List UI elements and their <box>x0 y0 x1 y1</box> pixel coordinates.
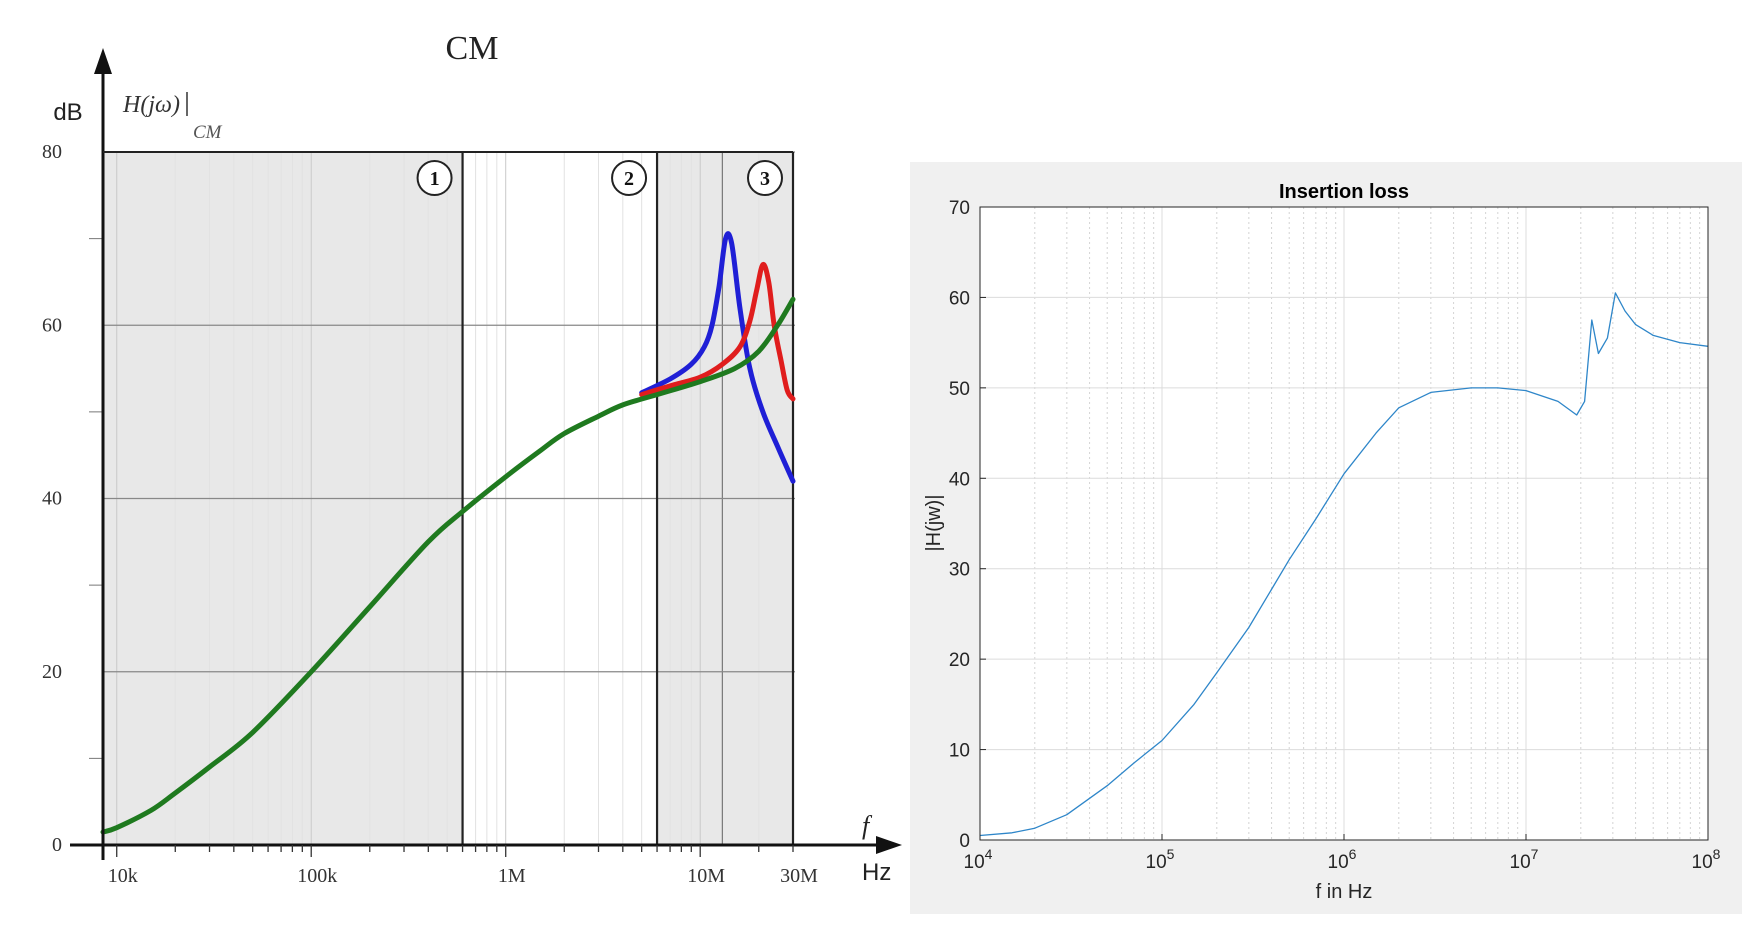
x-tick-label: 30M <box>780 865 818 887</box>
x-axis-label: f <box>862 811 873 840</box>
y-tick-label: 40 <box>42 488 62 510</box>
y-tick-label: 60 <box>42 314 62 336</box>
x-tick-label: 10k <box>108 865 138 887</box>
x-tick-label: 104 <box>964 846 993 873</box>
region-boundaries <box>461 152 795 845</box>
y-axis-arrow <box>94 48 112 74</box>
x-tick-label-base: 10 <box>1692 852 1713 873</box>
series-line-0 <box>979 292 1709 837</box>
x-tick-label: 106 <box>1328 846 1357 873</box>
y-tick-label: 50 <box>949 379 970 400</box>
cm-chart: 0 20 40 60 80 10k 100k 1M 10M 30M 1 2 3 CM dB H(jω)… <box>42 30 902 887</box>
region-2-marker <box>611 160 648 196</box>
x-tick-label-exponent: 6 <box>1349 846 1357 862</box>
y-tick-label: 70 <box>949 198 970 219</box>
tick-labels: 0 20 40 60 80 10k 100k 1M 10M 30M <box>42 141 818 887</box>
chart-title: CM <box>446 30 499 67</box>
series-line-1 <box>639 262 796 402</box>
region-2-label: 2 <box>624 168 634 190</box>
x-tick-label-exponent: 5 <box>1167 846 1175 862</box>
x-tick-label-base: 10 <box>1328 852 1349 873</box>
y-axis-label: |H(jw)| <box>923 494 945 551</box>
x-tick-label: 100k <box>297 865 337 887</box>
x-tick-label-exponent: 4 <box>985 846 993 862</box>
y-tick-label: 40 <box>949 469 970 490</box>
y-tick-label: 20 <box>949 650 970 671</box>
y-tick-label: 20 <box>42 661 62 683</box>
series-line-0 <box>639 231 796 484</box>
x-tick-label: 107 <box>1510 846 1539 873</box>
x-tick-label-base: 10 <box>1146 852 1167 873</box>
y-tick-label: 0 <box>52 834 62 856</box>
region-3-label: 3 <box>760 168 770 190</box>
region-3-marker <box>747 160 783 196</box>
series-lines <box>979 292 1709 837</box>
region-labels: 1 2 3 <box>416 160 783 196</box>
axes <box>70 48 902 860</box>
y-tick-label: 10 <box>949 741 970 762</box>
x-tick-label-exponent: 7 <box>1531 846 1539 862</box>
x-tick-label: 108 <box>1692 846 1721 873</box>
x-axis-label: f in Hz <box>1316 881 1373 903</box>
x-tick-label: 10M <box>687 865 725 887</box>
x-tick-label-base: 10 <box>1510 852 1531 873</box>
x-axis-arrow <box>876 836 902 854</box>
chart-title: Insertion loss <box>1279 181 1409 203</box>
grid <box>979 206 1709 841</box>
series-line-2 <box>100 296 796 835</box>
x-tick-label-exponent: 8 <box>1713 846 1721 862</box>
x-tick-label: 1M <box>498 865 526 887</box>
series-lines <box>100 231 796 835</box>
y-axis-unit: dB <box>53 99 82 126</box>
y-tick-label: 30 <box>949 560 970 581</box>
y-tick-label: 60 <box>949 288 970 309</box>
region-1-marker <box>416 160 453 196</box>
y-tick-label: 80 <box>42 141 62 163</box>
x-tick-label: 105 <box>1146 846 1175 873</box>
x-axis-unit: Hz <box>862 859 891 886</box>
x-tick-label-base: 10 <box>964 852 985 873</box>
y-axis-label: H(jω) <box>122 92 180 118</box>
region-1-label: 1 <box>430 168 440 190</box>
y-axis-label-subscript: CM <box>193 122 223 143</box>
y-tick-label: 0 <box>959 831 970 852</box>
